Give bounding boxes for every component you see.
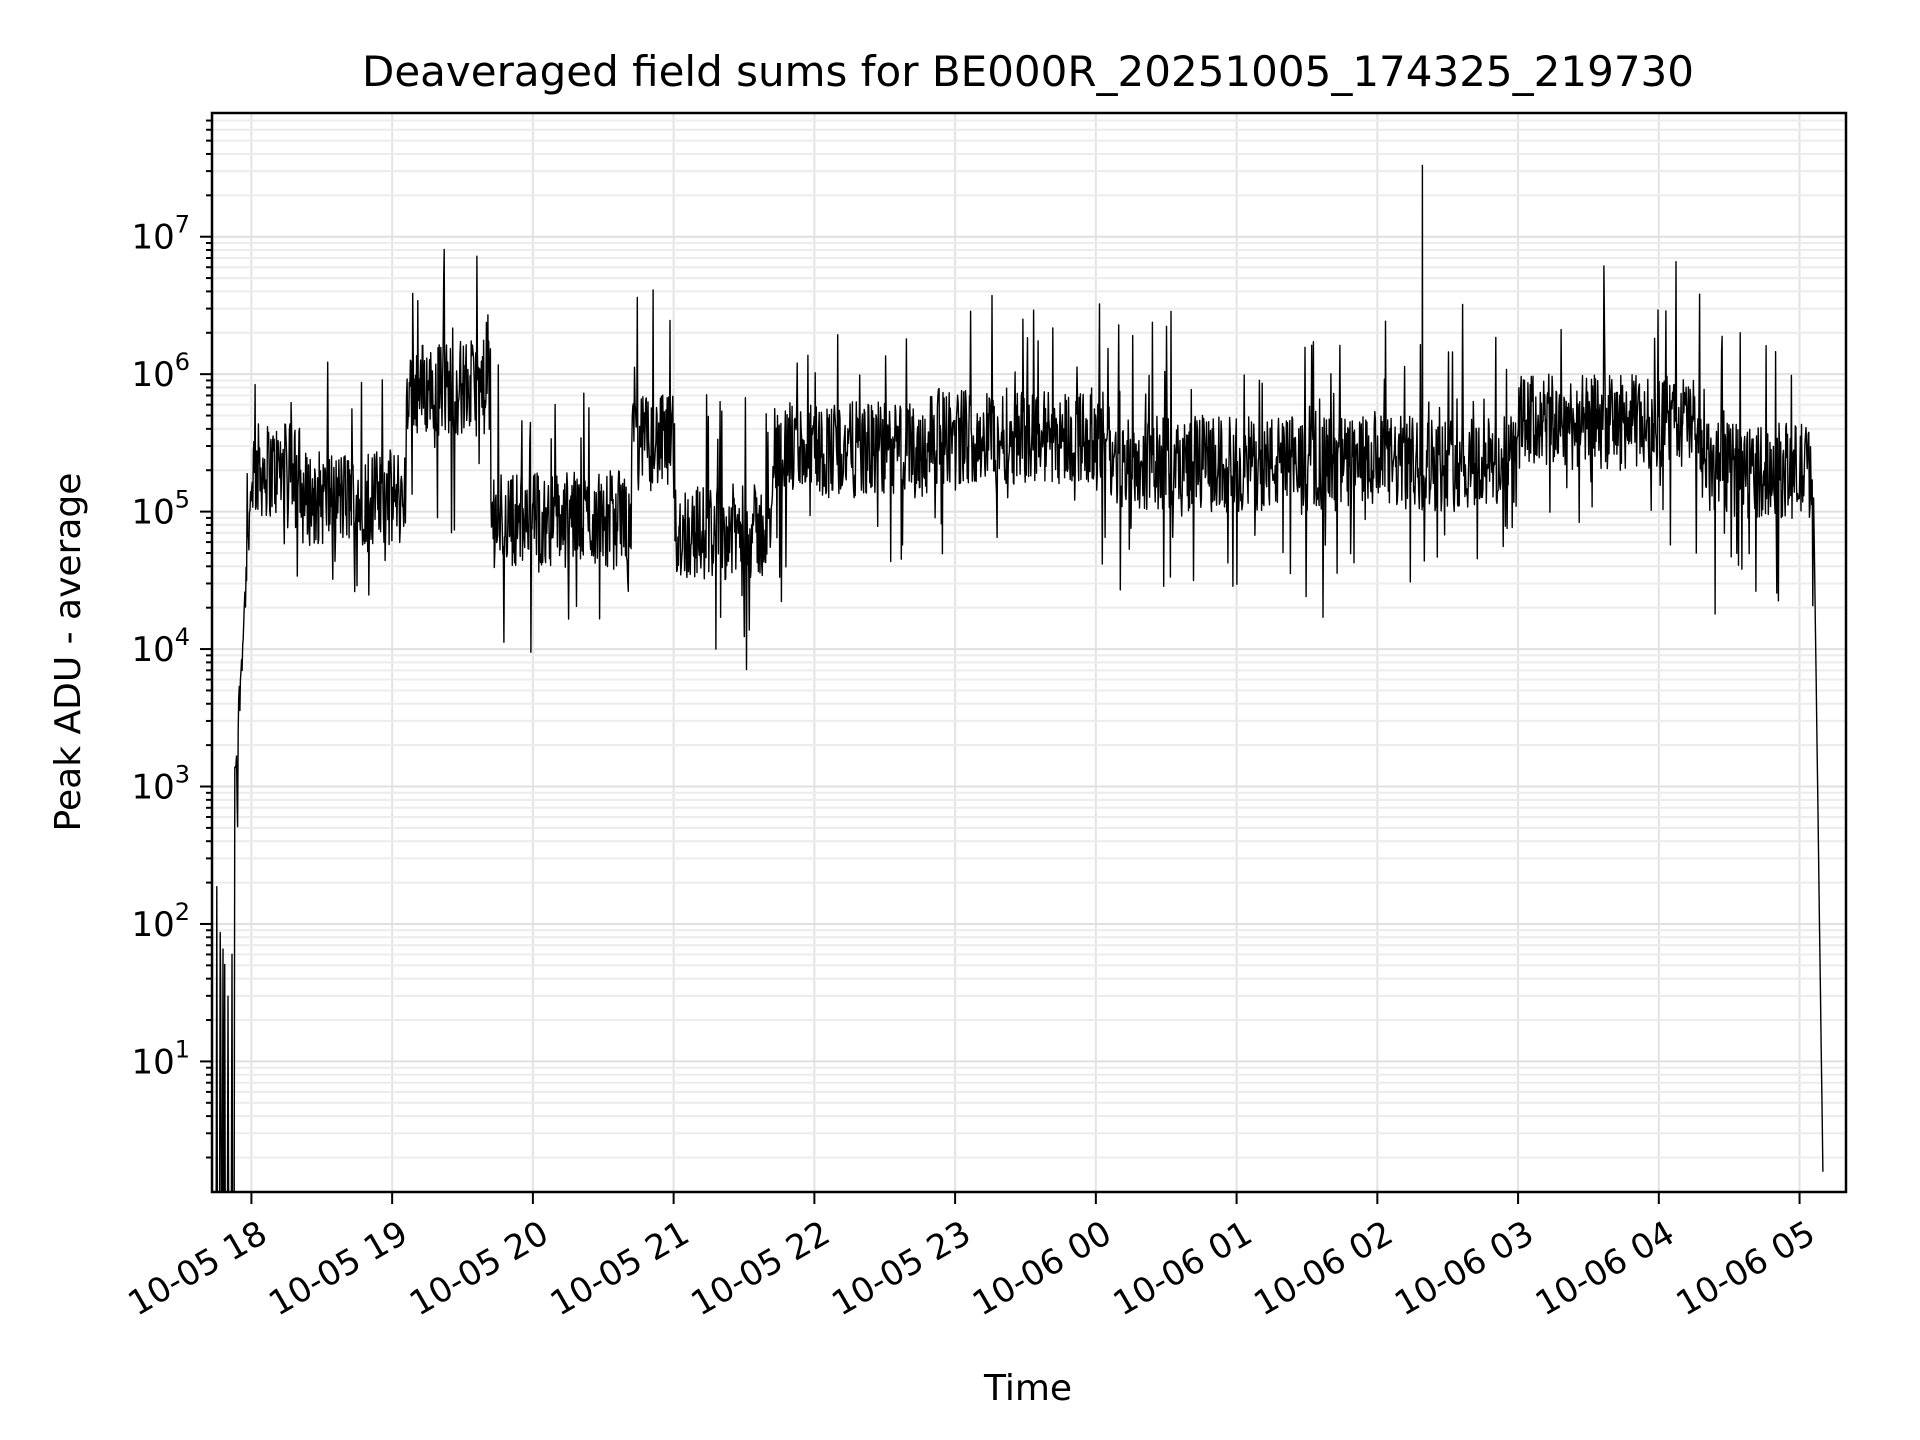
y-tick-label: 101 xyxy=(131,1035,190,1082)
y-axis: 101 102 103 104 105 106 107 xyxy=(131,119,212,1159)
y-tick-label: 103 xyxy=(131,761,190,808)
grid xyxy=(212,113,1846,1192)
y-axis-label: Peak ADU - average xyxy=(48,473,89,832)
plot-frame xyxy=(210,111,1848,1194)
y-tick-label: 105 xyxy=(131,486,190,533)
x-axis-label: Time xyxy=(983,1368,1072,1409)
chart-title: Deaveraged field sums for BE000R_2025100… xyxy=(362,47,1694,96)
y-tick-label: 102 xyxy=(131,898,190,945)
y-tick-label: 106 xyxy=(131,348,190,395)
y-tick-label: 104 xyxy=(131,623,190,670)
series-line xyxy=(213,164,1824,1193)
series-path xyxy=(213,164,1824,1193)
y-tick-label: 107 xyxy=(131,211,190,258)
